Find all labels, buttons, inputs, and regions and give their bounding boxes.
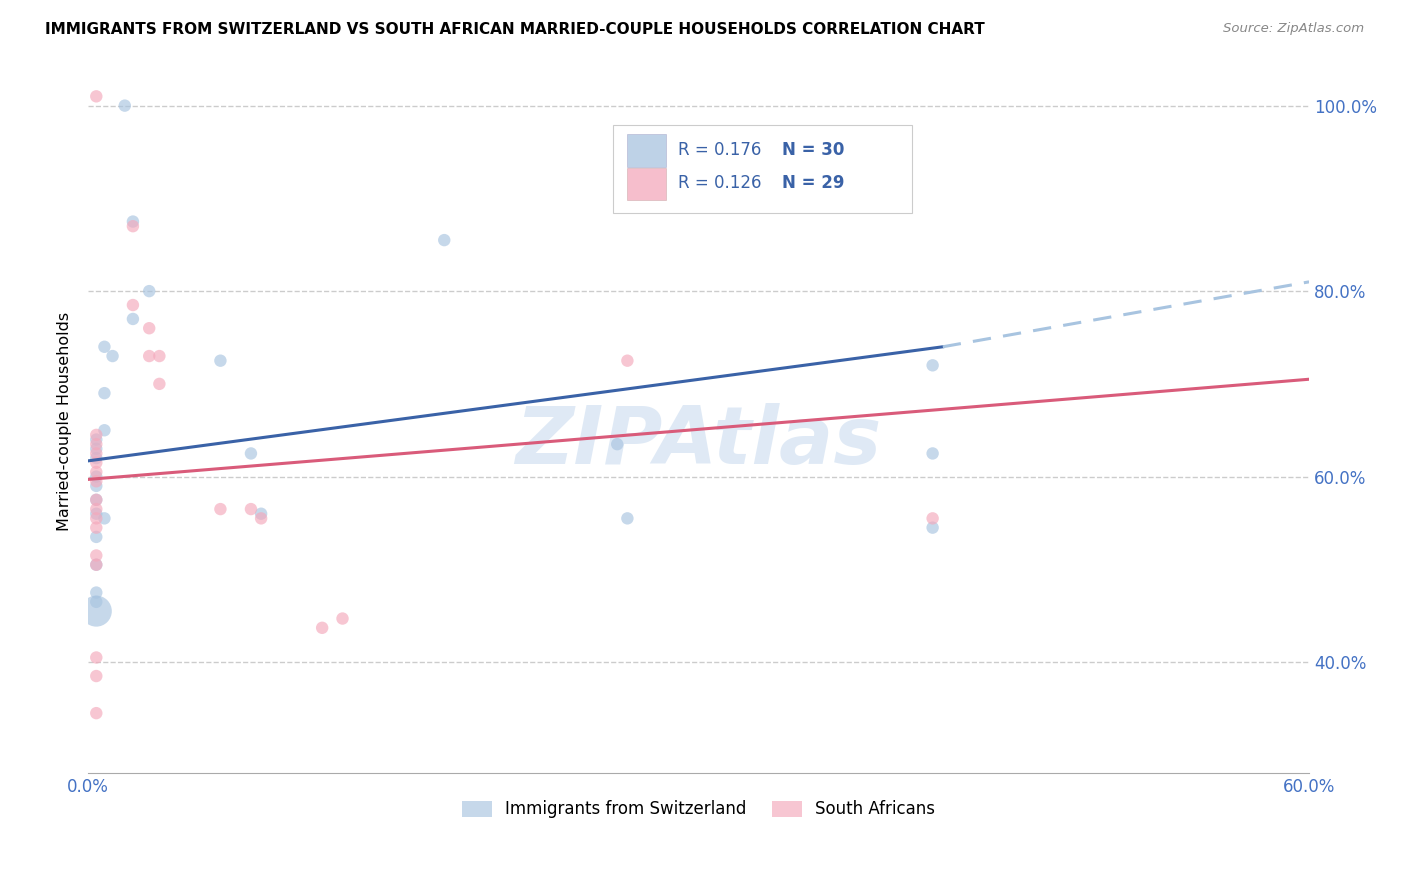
Text: R = 0.126: R = 0.126: [678, 175, 762, 193]
Point: [332, 611, 354, 625]
Point: [84, 669, 107, 683]
Point: [148, 349, 170, 363]
Point: [84, 492, 107, 507]
Point: [84, 604, 107, 618]
Point: [84, 479, 107, 493]
Point: [209, 353, 232, 368]
Legend: Immigrants from Switzerland, South Africans: Immigrants from Switzerland, South Afric…: [456, 794, 942, 825]
Point: [93, 423, 115, 437]
Point: [93, 386, 115, 401]
Point: [84, 446, 107, 460]
Point: [122, 312, 145, 326]
Point: [84, 465, 107, 479]
Point: [138, 349, 160, 363]
Point: [921, 511, 943, 525]
Point: [84, 511, 107, 525]
Point: [84, 585, 107, 599]
Text: IMMIGRANTS FROM SWITZERLAND VS SOUTH AFRICAN MARRIED-COUPLE HOUSEHOLDS CORRELATI: IMMIGRANTS FROM SWITZERLAND VS SOUTH AFR…: [45, 22, 984, 37]
Point: [84, 549, 107, 563]
Point: [239, 446, 262, 460]
Point: [209, 502, 232, 516]
Point: [93, 340, 115, 354]
Point: [84, 502, 107, 516]
Point: [84, 521, 107, 535]
Point: [921, 359, 943, 373]
Text: N = 30: N = 30: [782, 141, 844, 159]
Text: N = 29: N = 29: [782, 175, 844, 193]
Point: [114, 98, 136, 112]
Point: [84, 89, 107, 103]
Point: [250, 507, 273, 521]
FancyBboxPatch shape: [627, 134, 665, 167]
Point: [84, 507, 107, 521]
Point: [616, 353, 638, 368]
Point: [84, 530, 107, 544]
Point: [122, 298, 145, 312]
Point: [921, 521, 943, 535]
Point: [84, 469, 107, 483]
Point: [311, 621, 333, 635]
Point: [101, 349, 124, 363]
Point: [84, 442, 107, 456]
Point: [84, 706, 107, 720]
Point: [84, 437, 107, 451]
Text: ZIPAtlas: ZIPAtlas: [516, 403, 882, 481]
Point: [433, 233, 456, 247]
Point: [138, 321, 160, 335]
Point: [616, 511, 638, 525]
Point: [122, 214, 145, 228]
Point: [84, 475, 107, 489]
Point: [84, 428, 107, 442]
Point: [122, 219, 145, 234]
Point: [84, 558, 107, 572]
Y-axis label: Married-couple Households: Married-couple Households: [58, 311, 72, 531]
Point: [84, 558, 107, 572]
Point: [84, 595, 107, 609]
Text: R = 0.176: R = 0.176: [678, 141, 761, 159]
FancyBboxPatch shape: [627, 168, 665, 201]
Point: [239, 502, 262, 516]
Point: [84, 456, 107, 470]
Point: [148, 376, 170, 391]
Point: [84, 492, 107, 507]
Text: Source: ZipAtlas.com: Source: ZipAtlas.com: [1223, 22, 1364, 36]
Point: [250, 511, 273, 525]
FancyBboxPatch shape: [613, 125, 912, 213]
Point: [84, 451, 107, 466]
Point: [921, 446, 943, 460]
Point: [84, 650, 107, 665]
Point: [606, 437, 628, 451]
Point: [138, 284, 160, 298]
Point: [93, 511, 115, 525]
Point: [84, 433, 107, 447]
